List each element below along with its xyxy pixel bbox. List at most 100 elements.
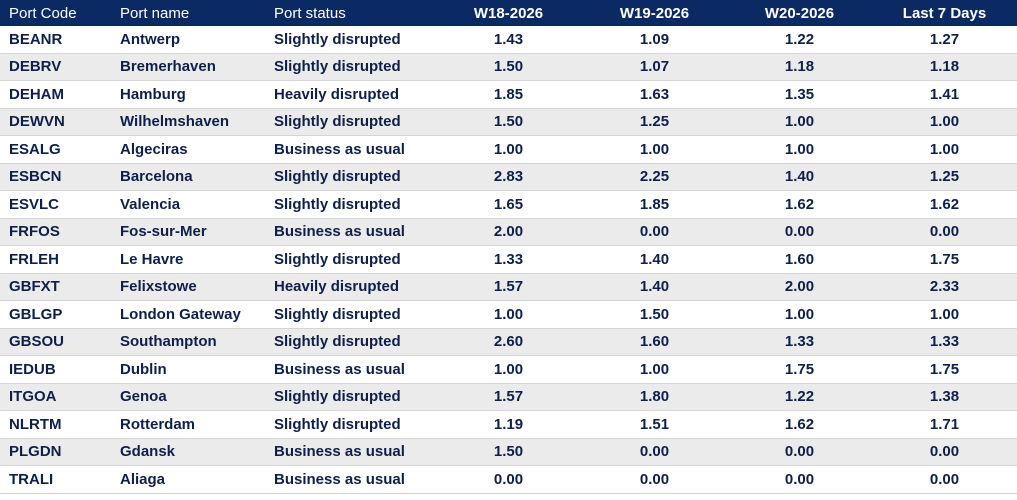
table-body: BEANR Antwerp Slightly disrupted 1.43 1.09 1.… [0, 26, 1017, 494]
w18-cell: 1.65 [435, 190, 582, 219]
w19-cell: 2.25 [582, 163, 727, 191]
table-row[interactable]: GBFXT Felixstowe Heavily disrupted 1.57 1.40… [0, 273, 1017, 301]
w20-cell: 1.00 [727, 135, 872, 164]
last-7-days-cell: 1.62 [872, 190, 1017, 219]
port-status-cell: Business as usual [265, 438, 435, 466]
table-row[interactable]: IEDUB Dublin Business as usual 1.00 1.00 1.75… [0, 355, 1017, 384]
header-w19[interactable]: W19-2026 [582, 0, 727, 26]
port-code-cell: IEDUB [0, 355, 111, 384]
w18-cell: 1.85 [435, 80, 582, 109]
w19-cell: 1.00 [582, 135, 727, 164]
w19-cell: 1.40 [582, 245, 727, 274]
table-row[interactable]: GBSOU Southampton Slightly disrupted 2.60 1.… [0, 328, 1017, 356]
w18-cell: 1.33 [435, 245, 582, 274]
port-status-cell: Slightly disrupted [265, 300, 435, 329]
table-row[interactable]: ESALG Algeciras Business as usual 1.00 1.00 1… [0, 135, 1017, 164]
port-name-cell: Barcelona [111, 163, 265, 191]
w20-cell: 1.60 [727, 245, 872, 274]
last-7-days-cell: 1.33 [872, 328, 1017, 356]
port-name-cell: Algeciras [111, 135, 265, 164]
port-status-cell: Business as usual [265, 218, 435, 246]
table-row[interactable]: FRLEH Le Havre Slightly disrupted 1.33 1.40 1… [0, 245, 1017, 274]
port-status-cell: Slightly disrupted [265, 190, 435, 219]
w18-cell: 1.57 [435, 383, 582, 411]
w20-cell: 1.00 [727, 300, 872, 329]
port-code-cell: BEANR [0, 26, 111, 54]
port-name-cell: Aliaga [111, 465, 265, 494]
port-name-cell: London Gateway [111, 300, 265, 329]
table-row[interactable]: DEWVN Wilhelmshaven Slightly disrupted 1.50… [0, 108, 1017, 136]
table-row[interactable]: BEANR Antwerp Slightly disrupted 1.43 1.09 1.… [0, 26, 1017, 54]
last-7-days-cell: 0.00 [872, 438, 1017, 466]
table-row[interactable]: NLRTM Rotterdam Slightly disrupted 1.19 1.51… [0, 410, 1017, 439]
table-row[interactable]: GBLGP London Gateway Slightly disrupted 1.0… [0, 300, 1017, 329]
w18-cell: 2.60 [435, 328, 582, 356]
w20-cell: 1.00 [727, 108, 872, 136]
table-row[interactable]: ESBCN Barcelona Slightly disrupted 2.83 2.25… [0, 163, 1017, 191]
port-status-cell: Slightly disrupted [265, 108, 435, 136]
table-row[interactable]: FRFOS Fos-sur-Mer Business as usual 2.00 0.0… [0, 218, 1017, 246]
w20-cell: 0.00 [727, 438, 872, 466]
table-row[interactable]: DEBRV Bremerhaven Slightly disrupted 1.50 1.… [0, 53, 1017, 81]
table-row[interactable]: ITGOA Genoa Slightly disrupted 1.57 1.80 1.22… [0, 383, 1017, 411]
w20-cell: 1.40 [727, 163, 872, 191]
w19-cell: 1.80 [582, 383, 727, 411]
w20-cell: 1.22 [727, 383, 872, 411]
port-status-cell: Slightly disrupted [265, 383, 435, 411]
header-row: Port Code Port name Port status W18-2026… [0, 0, 1017, 26]
w18-cell: 1.19 [435, 410, 582, 439]
port-name-cell: Valencia [111, 190, 265, 219]
port-code-cell: PLGDN [0, 438, 111, 466]
w20-cell: 1.62 [727, 190, 872, 219]
header-port-code[interactable]: Port Code [0, 0, 111, 26]
header-w18[interactable]: W18-2026 [435, 0, 582, 26]
port-code-cell: DEWVN [0, 108, 111, 136]
port-code-cell: TRALI [0, 465, 111, 494]
w19-cell: 0.00 [582, 465, 727, 494]
w19-cell: 1.09 [582, 26, 727, 54]
port-code-cell: ITGOA [0, 383, 111, 411]
table-row[interactable]: DEHAM Hamburg Heavily disrupted 1.85 1.63 1.3… [0, 80, 1017, 109]
port-name-cell: Hamburg [111, 80, 265, 109]
header-w20[interactable]: W20-2026 [727, 0, 872, 26]
w20-cell: 2.00 [727, 273, 872, 301]
port-name-cell: Genoa [111, 383, 265, 411]
port-code-cell: DEBRV [0, 53, 111, 81]
last-7-days-cell: 1.41 [872, 80, 1017, 109]
table-row[interactable]: PLGDN Gdansk Business as usual 1.50 0.00 0.00… [0, 438, 1017, 466]
port-code-cell: FRLEH [0, 245, 111, 274]
w19-cell: 0.00 [582, 218, 727, 246]
w19-cell: 0.00 [582, 438, 727, 466]
header-last-7-days[interactable]: Last 7 Days [872, 0, 1017, 26]
port-status-cell: Heavily disrupted [265, 80, 435, 109]
port-status-cell: Business as usual [265, 135, 435, 164]
table-row[interactable]: TRALI Aliaga Business as usual 0.00 0.00 0.00… [0, 465, 1017, 494]
last-7-days-cell: 1.75 [872, 245, 1017, 274]
w20-cell: 1.22 [727, 26, 872, 54]
w18-cell: 1.43 [435, 26, 582, 54]
port-code-cell: GBFXT [0, 273, 111, 301]
w18-cell: 1.00 [435, 135, 582, 164]
port-status-cell: Slightly disrupted [265, 245, 435, 274]
port-name-cell: Wilhelmshaven [111, 108, 265, 136]
header-port-status[interactable]: Port status [265, 0, 435, 26]
port-code-cell: FRFOS [0, 218, 111, 246]
w18-cell: 1.50 [435, 108, 582, 136]
table-row[interactable]: ESVLC Valencia Slightly disrupted 1.65 1.85 1… [0, 190, 1017, 219]
w18-cell: 1.57 [435, 273, 582, 301]
w19-cell: 1.25 [582, 108, 727, 136]
port-code-cell: DEHAM [0, 80, 111, 109]
port-status-cell: Heavily disrupted [265, 273, 435, 301]
port-code-cell: GBLGP [0, 300, 111, 329]
port-name-cell: Antwerp [111, 26, 265, 54]
w18-cell: 1.00 [435, 355, 582, 384]
last-7-days-cell: 1.00 [872, 135, 1017, 164]
last-7-days-cell: 1.00 [872, 108, 1017, 136]
header-port-name[interactable]: Port name [111, 0, 265, 26]
w18-cell: 1.50 [435, 53, 582, 81]
w19-cell: 1.00 [582, 355, 727, 384]
w20-cell: 0.00 [727, 218, 872, 246]
last-7-days-cell: 1.25 [872, 163, 1017, 191]
w20-cell: 1.35 [727, 80, 872, 109]
